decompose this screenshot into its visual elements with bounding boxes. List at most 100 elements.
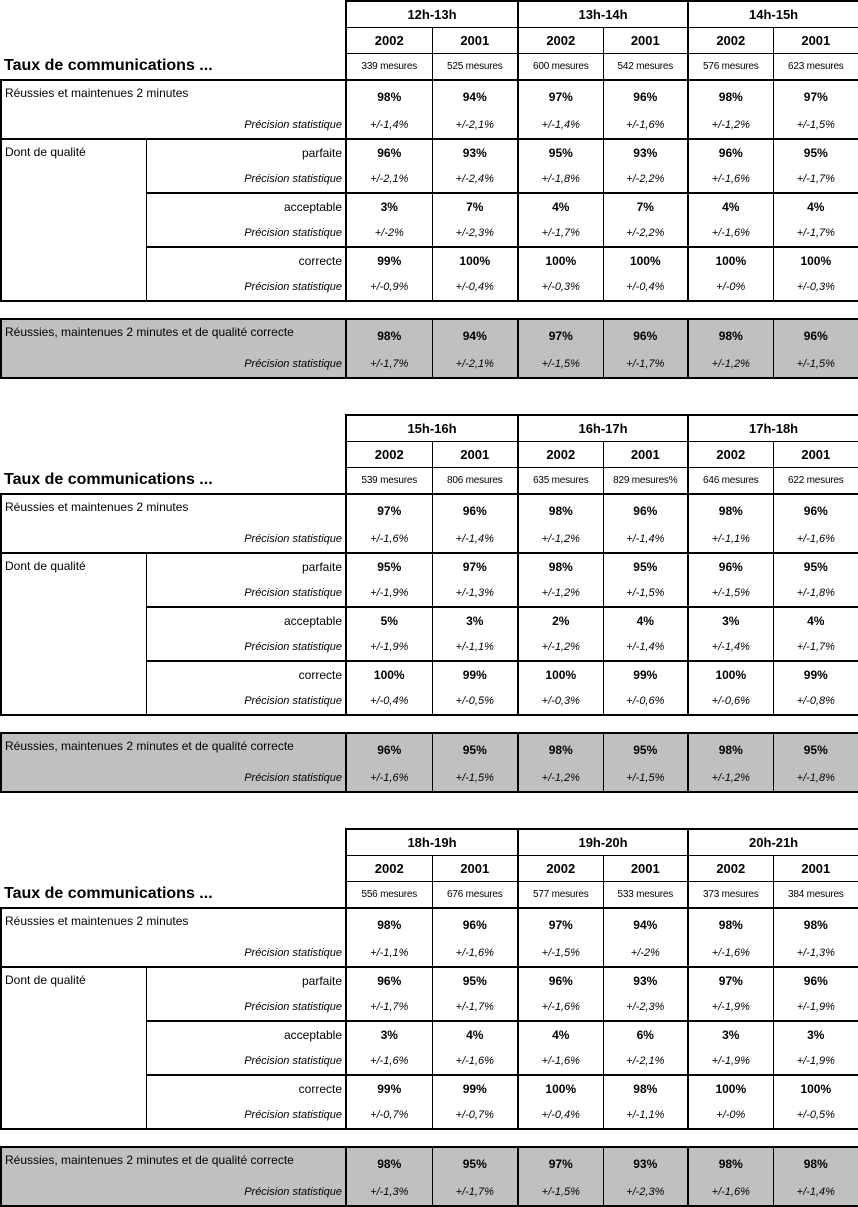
precision-cell: +/-1,4% (345, 112, 433, 140)
precision-cell: +/-0,6% (602, 688, 689, 716)
sample-count: 646 mesures (687, 467, 774, 495)
row-correcte-precision: Précision statistique +/-0,9% +/-0,4% +/-0,… (1, 274, 858, 302)
summary-precision-cell: +/-1,2% (687, 351, 774, 379)
precision-cell: +/-1,9% (772, 1048, 858, 1076)
summary-value-cell: 98% (345, 318, 433, 351)
summary-precision-cell: +/-2,3% (602, 1179, 689, 1207)
summary-value-cell: 95% (431, 732, 519, 765)
precision-cell: +/-1,2% (517, 580, 604, 608)
summary-precision-row: Précision statistique +/-1,6% +/-1,5% +/-1,… (0, 765, 858, 793)
row-correcte-precision: Précision statistique +/-0,4% +/-0,5% +/-0,… (1, 688, 858, 716)
hour-range-header: 13h-14h (517, 0, 689, 28)
results-block: Taux de communications ... 18h-19h 19h-20h… (0, 828, 858, 1207)
precision-cell: +/-1,9% (772, 994, 858, 1022)
value-cell: 97% (687, 966, 774, 994)
sample-count: 339 mesures (345, 53, 433, 81)
row-label-parfaite: parfaite (145, 552, 347, 580)
summary-precision-cell: +/-1,6% (345, 765, 433, 793)
value-cell: 96% (772, 966, 858, 994)
value-cell: 98% (687, 493, 774, 526)
value-cell: 97% (517, 907, 604, 940)
precision-cell: +/-1,6% (345, 1048, 433, 1076)
hour-range-header: 12h-13h (345, 0, 519, 28)
value-cell: 98% (772, 907, 858, 940)
value-cell: 4% (602, 606, 689, 634)
value-cell: 99% (602, 660, 689, 688)
value-cell: 100% (772, 1074, 858, 1102)
summary-label: Réussies, maintenues 2 minutes et de qua… (0, 318, 347, 351)
precision-cell: +/-0,9% (345, 274, 433, 302)
summary-precision-cell: +/-1,8% (772, 765, 858, 793)
row-reussies: Réussies et maintenues 2 minutes 98% 96% 97… (0, 907, 858, 940)
precision-cell: +/-1,7% (517, 220, 604, 248)
sample-count: 829 mesures% (602, 467, 689, 495)
value-cell: 96% (345, 966, 433, 994)
value-cell: 100% (517, 660, 604, 688)
value-cell: 99% (345, 246, 433, 274)
precision-cell: +/-2,2% (602, 166, 689, 194)
header-row-hours: Taux de communications ... 15h-16h 16h-17h… (1, 414, 858, 495)
row-label-correcte: correcte (145, 246, 347, 274)
summary-label: Réussies, maintenues 2 minutes et de qua… (0, 1146, 347, 1179)
value-cell: 97% (345, 493, 433, 526)
row-correcte: correcte 99% 99% 100% 98% 100% 100% (1, 1074, 858, 1102)
precision-label: Précision statistique (145, 220, 347, 248)
precision-cell: +/-1,9% (687, 994, 774, 1022)
sample-count: 373 mesures (687, 881, 774, 909)
summary-table: Réussies, maintenues 2 minutes et de qua… (0, 1146, 858, 1207)
row-label-acceptable: acceptable (145, 192, 347, 220)
value-cell: 99% (431, 1074, 519, 1102)
value-cell: 95% (772, 552, 858, 580)
precision-label: Précision statistique (0, 765, 347, 793)
precision-cell: +/-0,4% (517, 1102, 604, 1130)
precision-cell: +/-1,6% (431, 1048, 519, 1076)
row-label-acceptable: acceptable (145, 1020, 347, 1048)
value-cell: 96% (772, 493, 858, 526)
precision-cell: +/-1,4% (602, 634, 689, 662)
year-header: 2001 (772, 855, 858, 882)
value-cell: 94% (602, 907, 689, 940)
precision-label: Précision statistique (0, 351, 347, 379)
value-cell: 100% (517, 246, 604, 274)
precision-cell: +/-0,4% (431, 274, 519, 302)
precision-cell: +/-1,3% (431, 580, 519, 608)
value-cell: 3% (687, 606, 774, 634)
precision-label: Précision statistique (145, 274, 347, 302)
value-cell: 95% (602, 552, 689, 580)
value-cell: 4% (517, 192, 604, 220)
precision-label: Précision statistique (145, 1048, 347, 1076)
precision-label: Précision statistique (0, 1179, 347, 1207)
precision-cell: +/-2,1% (431, 112, 519, 140)
hour-range-header: 15h-16h (345, 414, 519, 442)
value-cell: 98% (602, 1074, 689, 1102)
summary-precision-cell: +/-2,1% (431, 351, 519, 379)
value-cell: 96% (602, 79, 689, 112)
year-header: 2001 (772, 27, 858, 54)
summary-value-cell: 95% (772, 732, 858, 765)
summary-precision-cell: +/-1,5% (431, 765, 519, 793)
summary-precision-cell: +/-1,7% (345, 351, 433, 379)
row-label-parfaite: parfaite (145, 966, 347, 994)
value-cell: 95% (772, 138, 858, 166)
value-cell: 6% (602, 1020, 689, 1048)
year-header: 2002 (517, 855, 604, 882)
precision-cell: +/-0,3% (517, 688, 604, 716)
row-label-dont-de-qualite: Dont de qualité (0, 138, 147, 302)
summary-label: Réussies, maintenues 2 minutes et de qua… (0, 732, 347, 765)
row-parfaite-precision: Précision statistique +/-1,9% +/-1,3% +/-1,… (1, 580, 858, 608)
results-table: Taux de communications ... 15h-16h 16h-17h… (0, 414, 858, 716)
value-cell: 3% (345, 192, 433, 220)
row-reussies: Réussies et maintenues 2 minutes 98% 94% 97… (0, 79, 858, 112)
precision-cell: +/-1,1% (431, 634, 519, 662)
value-cell: 98% (517, 493, 604, 526)
summary-precision-cell: +/-1,5% (602, 765, 689, 793)
value-cell: 99% (772, 660, 858, 688)
sample-count: 806 mesures (431, 467, 519, 495)
summary-value-cell: 98% (687, 318, 774, 351)
precision-cell: +/-1,6% (687, 166, 774, 194)
summary-table: Réussies, maintenues 2 minutes et de qua… (0, 732, 858, 793)
value-cell: 95% (431, 966, 519, 994)
precision-cell: +/-0,4% (602, 274, 689, 302)
precision-cell: +/-1,2% (687, 112, 774, 140)
